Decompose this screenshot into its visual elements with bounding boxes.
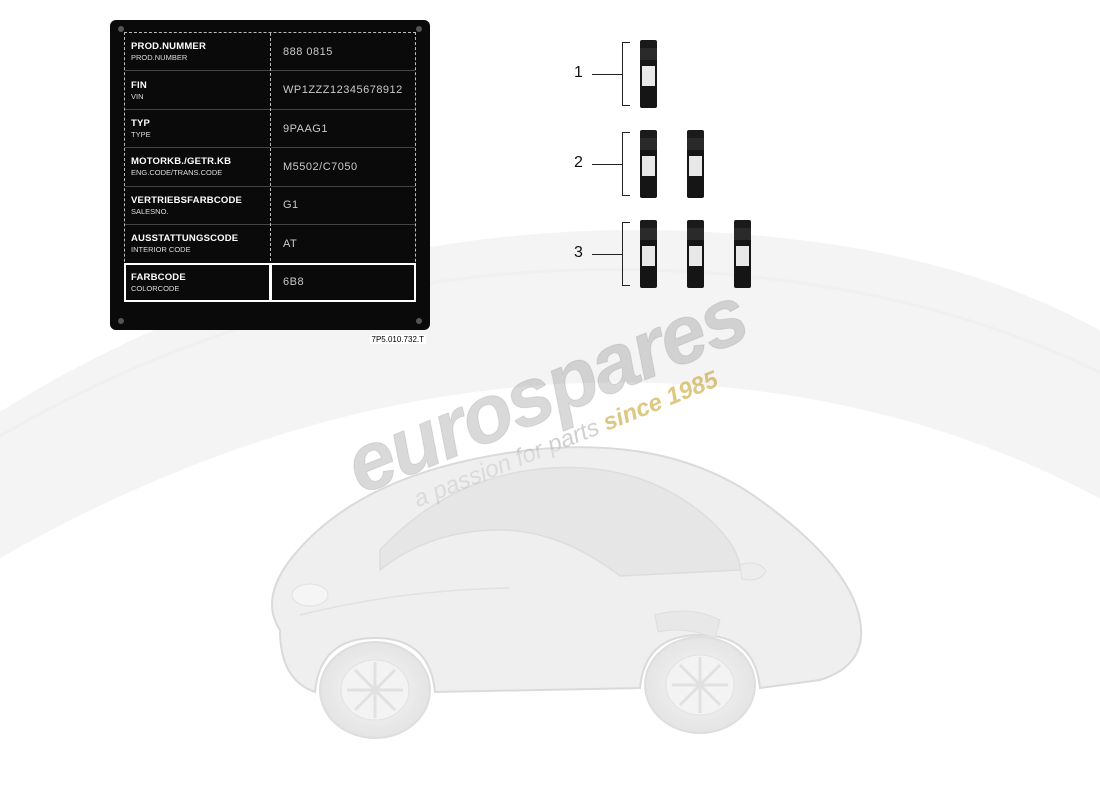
stick-cap xyxy=(687,220,704,228)
plate-label-en: ENG.CODE/TRANS.CODE xyxy=(131,168,264,177)
plate-row-value: WP1ZZZ12345678912 xyxy=(271,71,415,109)
stick-label xyxy=(642,66,655,86)
stick-cap xyxy=(640,40,657,48)
stick-color-band xyxy=(640,138,657,150)
plate-row-label: TYPTYPE xyxy=(125,110,270,148)
touch-up-stick xyxy=(734,220,751,288)
touch-up-stick xyxy=(640,130,657,198)
callout-number: 1 xyxy=(574,64,583,82)
callout-leader xyxy=(592,74,622,75)
stick-color-band xyxy=(734,228,751,240)
callout-bracket xyxy=(622,42,630,106)
plate-rivet xyxy=(416,26,422,32)
stick-color-band xyxy=(687,138,704,150)
stick-body xyxy=(640,60,657,108)
stick-color-band xyxy=(640,228,657,240)
plate-row-value: G1 xyxy=(271,187,415,225)
stick-label xyxy=(642,156,655,176)
stick-cap xyxy=(734,220,751,228)
plate-part-number: 7P5.010.732.T xyxy=(370,335,426,344)
plate-value: WP1ZZZ12345678912 xyxy=(277,84,409,96)
plate-label-en: SALESNO. xyxy=(131,207,264,216)
plate-row-label: VERTRIEBSFARBCODESALESNO. xyxy=(125,187,270,225)
stick-body xyxy=(640,150,657,198)
plate-value: 888 0815 xyxy=(277,46,409,58)
stick-label xyxy=(736,246,749,266)
car-headlight xyxy=(292,584,328,606)
plate-labels-column: PROD.NUMMERPROD.NUMBERFINVINTYPTYPEMOTOR… xyxy=(125,33,270,301)
stick-body xyxy=(687,240,704,288)
plate-row-value: AT xyxy=(271,225,415,263)
plate-row-label: AUSSTATTUNGSCODEINTERIOR CODE xyxy=(125,225,270,263)
plate-value: G1 xyxy=(277,199,409,211)
stick-label xyxy=(689,156,702,176)
plate-row-value: M5502/C7050 xyxy=(271,148,415,186)
plate-label-de: FIN xyxy=(131,80,264,91)
stick-body xyxy=(734,240,751,288)
car-wheel-rear xyxy=(645,637,755,733)
plate-label-de: FARBCODE xyxy=(131,272,264,283)
stick-label xyxy=(689,246,702,266)
plate-row-label: PROD.NUMMERPROD.NUMBER xyxy=(125,33,270,71)
plate-row-value: 888 0815 xyxy=(271,33,415,71)
plate-row-label: MOTORKB./GETR.KBENG.CODE/TRANS.CODE xyxy=(125,148,270,186)
touch-up-stick xyxy=(640,220,657,288)
plate-row-label: FARBCODECOLORCODE xyxy=(125,264,270,301)
stick-body xyxy=(687,150,704,198)
plate-label-de: VERTRIEBSFARBCODE xyxy=(131,195,264,206)
stick-body xyxy=(640,240,657,288)
touch-up-stick xyxy=(687,130,704,198)
plate-value: 6B8 xyxy=(277,276,409,288)
plate-value: 9PAAG1 xyxy=(277,123,409,135)
plate-value: M5502/C7050 xyxy=(277,161,409,173)
callout-leader xyxy=(592,254,622,255)
plate-label-de: TYP xyxy=(131,118,264,129)
plate-row-label: FINVIN xyxy=(125,71,270,109)
plate-label-en: COLORCODE xyxy=(131,284,264,293)
plate-values-column: 888 0815 WP1ZZZ12345678912 9PAAG1 M5502/C70… xyxy=(270,33,415,301)
car-wheel-front xyxy=(320,642,430,738)
touch-up-stick xyxy=(640,40,657,108)
plate-row-value: 6B8 xyxy=(271,264,415,301)
plate-rivet xyxy=(416,318,422,324)
plate-value: AT xyxy=(277,238,409,250)
touch-up-stick xyxy=(687,220,704,288)
plate-label-de: AUSSTATTUNGSCODE xyxy=(131,233,264,244)
callout-number: 3 xyxy=(574,244,583,262)
stick-cap xyxy=(640,220,657,228)
plate-label-en: PROD.NUMBER xyxy=(131,53,264,62)
stick-color-band xyxy=(687,228,704,240)
diagram-canvas: eurospares a passion for parts since 198… xyxy=(0,0,1100,800)
stick-cap xyxy=(687,130,704,138)
plate-label-en: VIN xyxy=(131,92,264,101)
plate-label-de: MOTORKB./GETR.KB xyxy=(131,156,264,167)
car-silhouette xyxy=(200,380,920,780)
stick-color-band xyxy=(640,48,657,60)
vehicle-data-plate: PROD.NUMMERPROD.NUMBERFINVINTYPTYPEMOTOR… xyxy=(110,20,430,330)
plate-label-en: INTERIOR CODE xyxy=(131,245,264,254)
callout-bracket xyxy=(622,132,630,196)
plate-row-value: 9PAAG1 xyxy=(271,110,415,148)
plate-label-en: TYPE xyxy=(131,130,264,139)
callout-number: 2 xyxy=(574,154,583,172)
plate-inner: PROD.NUMMERPROD.NUMBERFINVINTYPTYPEMOTOR… xyxy=(124,32,416,302)
plate-rivet xyxy=(118,318,124,324)
stick-cap xyxy=(640,130,657,138)
callout-bracket xyxy=(622,222,630,286)
stick-label xyxy=(642,246,655,266)
callout-leader xyxy=(592,164,622,165)
plate-label-de: PROD.NUMMER xyxy=(131,41,264,52)
